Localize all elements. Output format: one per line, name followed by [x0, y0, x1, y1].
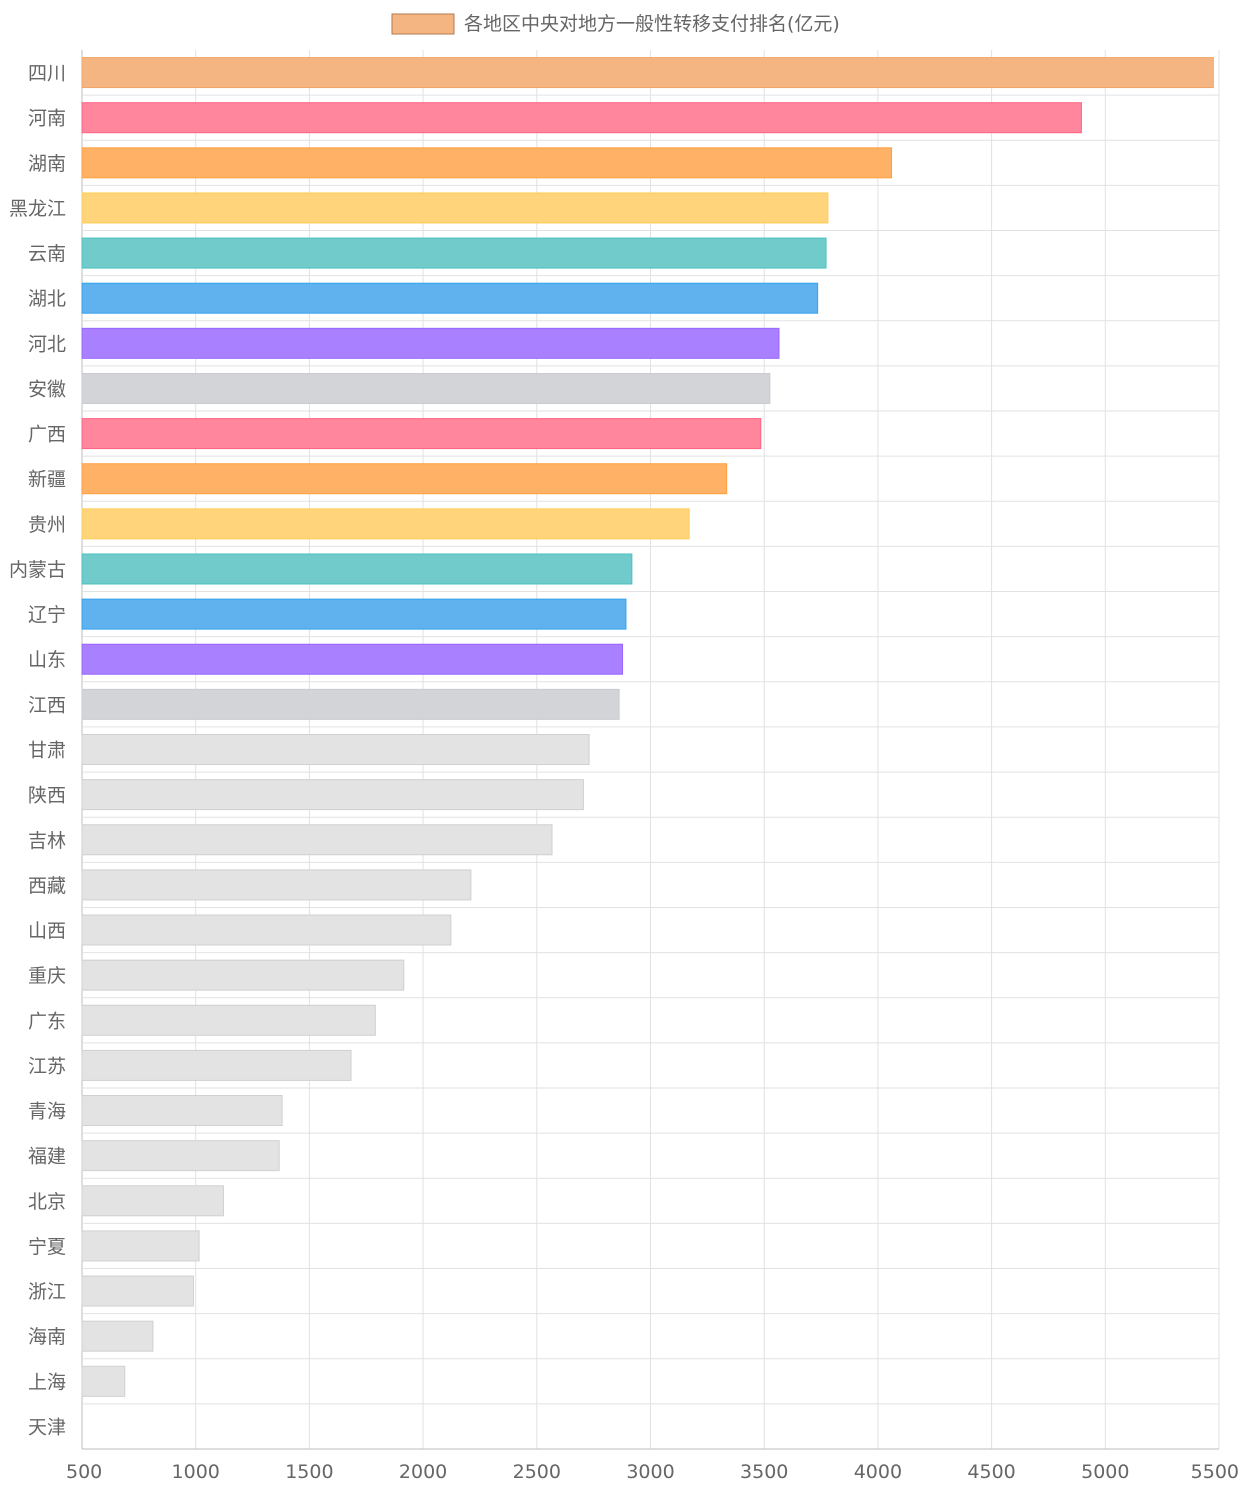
category-label: 山西 — [28, 920, 66, 942]
category-label: 广东 — [28, 1010, 66, 1032]
x-tick-label: 1000 — [172, 1461, 220, 1483]
bar[interactable] — [81, 1049, 352, 1081]
bar[interactable] — [81, 959, 405, 991]
x-tick-label: 2000 — [399, 1461, 447, 1483]
category-label: 上海 — [28, 1371, 66, 1393]
bar[interactable] — [81, 779, 584, 811]
bar[interactable] — [81, 688, 620, 720]
x-tick-label: 3500 — [740, 1461, 788, 1483]
category-label: 陕西 — [28, 785, 66, 807]
category-label: 安徽 — [28, 378, 66, 400]
category-label: 贵州 — [28, 514, 66, 536]
bar[interactable] — [81, 914, 452, 946]
x-tick-label: 4000 — [854, 1461, 902, 1483]
category-label: 湖南 — [28, 153, 66, 175]
bar[interactable] — [81, 598, 627, 630]
bar[interactable] — [81, 327, 780, 359]
bar[interactable] — [81, 824, 553, 856]
legend[interactable]: 各地区中央对地方一般性转移支付排名(亿元) — [391, 13, 840, 35]
bar[interactable] — [81, 282, 819, 314]
bar[interactable] — [81, 643, 624, 675]
bar[interactable] — [81, 553, 633, 585]
category-label: 江苏 — [28, 1055, 66, 1077]
category-label: 云南 — [28, 243, 66, 265]
category-label: 河北 — [28, 333, 66, 355]
x-axis-ticks: 500 1000 1500 2000 2500 3000 3500 4000 4500 5000 5… — [66, 1461, 1239, 1483]
bar[interactable] — [81, 1185, 224, 1217]
bar[interactable] — [81, 1230, 200, 1262]
bar[interactable] — [81, 1320, 154, 1352]
x-tick-label: 4500 — [967, 1461, 1015, 1483]
category-label: 黑龙江 — [9, 198, 66, 220]
x-tick-label: 2500 — [513, 1461, 561, 1483]
bar[interactable] — [81, 418, 762, 450]
category-label: 天津 — [28, 1416, 66, 1438]
category-labels: 四川河南湖南黑龙江云南湖北河北安徽广西新疆贵州内蒙古辽宁山东江西甘肃陕西吉林西藏… — [9, 63, 66, 1439]
bar[interactable] — [81, 102, 1082, 134]
category-label: 山东 — [28, 649, 66, 671]
bar[interactable] — [81, 1140, 280, 1172]
category-label: 西藏 — [28, 875, 66, 897]
category-label: 江西 — [28, 694, 66, 716]
category-label: 甘肃 — [28, 740, 66, 762]
category-label: 吉林 — [28, 830, 66, 852]
x-tick-label: 5000 — [1081, 1461, 1129, 1483]
category-label: 内蒙古 — [9, 559, 66, 581]
bar[interactable] — [81, 734, 590, 765]
category-label: 北京 — [28, 1191, 66, 1213]
bar[interactable] — [81, 1275, 194, 1307]
bar[interactable] — [81, 508, 690, 540]
category-label: 湖北 — [28, 288, 66, 310]
bar[interactable] — [81, 147, 893, 179]
category-label: 新疆 — [28, 469, 66, 491]
x-tick-label: 5500 — [1191, 1461, 1239, 1483]
category-label: 广西 — [28, 424, 66, 446]
x-tick-label: 1500 — [285, 1461, 333, 1483]
bar[interactable] — [81, 1095, 283, 1127]
category-label: 浙江 — [28, 1281, 66, 1303]
category-label: 四川 — [28, 63, 66, 85]
legend-label: 各地区中央对地方一般性转移支付排名(亿元) — [464, 13, 840, 35]
bar[interactable] — [81, 1004, 376, 1036]
category-label: 海南 — [28, 1326, 66, 1348]
bar[interactable] — [81, 463, 728, 495]
bar[interactable] — [81, 192, 829, 224]
category-label: 青海 — [28, 1101, 66, 1123]
category-label: 重庆 — [28, 965, 66, 987]
legend-swatch — [391, 13, 455, 35]
bar[interactable] — [81, 237, 827, 269]
category-label: 福建 — [28, 1146, 66, 1168]
x-tick-label: 3000 — [626, 1461, 674, 1483]
category-label: 宁夏 — [28, 1236, 66, 1258]
category-label: 辽宁 — [28, 604, 66, 626]
x-tick-label: 500 — [66, 1461, 102, 1483]
bar[interactable] — [81, 372, 771, 404]
bar[interactable] — [81, 869, 472, 901]
bar[interactable] — [81, 1365, 126, 1397]
category-label: 河南 — [28, 108, 66, 130]
bar[interactable] — [81, 57, 1214, 89]
bars — [81, 57, 1214, 1397]
